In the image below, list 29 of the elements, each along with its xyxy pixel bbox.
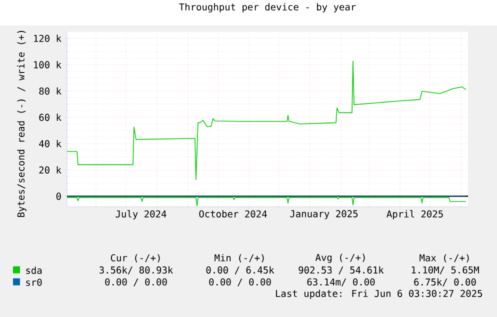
legend-label: sda — [26, 266, 42, 274]
y-tick-label: 120 k — [34, 34, 62, 42]
text: 3.56k/ 80.93k — [99, 266, 174, 274]
text: Min (-/+) — [214, 254, 264, 262]
y-tick-label: 40 k — [39, 140, 62, 148]
text: Cur (-/+) — [110, 254, 160, 262]
y-tick-label: 100 k — [34, 60, 62, 68]
text: 6.75k/ 0.00 — [414, 278, 476, 286]
text: 902.53 / 54.61k — [298, 266, 384, 274]
chart-title: Throughput per device - by year — [179, 3, 356, 12]
text: Last update: Fri Jun 6 03:30:27 2025 — [276, 290, 482, 299]
x-tick-label: January 2025 — [290, 210, 358, 220]
y-tick-label: 60 k — [39, 113, 62, 121]
x-tick-label: July 2024 — [116, 210, 166, 220]
text: 63.14m/ 0.00 — [307, 278, 375, 286]
x-tick-label: October 2024 — [199, 210, 267, 218]
text: 1.10M/ 5.65M — [412, 266, 479, 274]
text: Avg (-/+) — [315, 254, 365, 263]
text: Max (-/+) — [420, 254, 469, 262]
legend-label: sr0 — [26, 278, 42, 286]
text: 0.00 / 0.00 — [209, 278, 271, 286]
y-tick-label: 20 k — [39, 166, 62, 174]
line-series — [67, 60, 466, 180]
y-tick-label: 80 k — [39, 87, 62, 95]
x-tick-label: April 2025 — [386, 210, 443, 220]
text: 0.00 / 6.45k — [206, 266, 274, 274]
y-tick-label: 0 — [56, 192, 61, 200]
text: 0.00 / 0.00 — [105, 278, 167, 286]
y-axis-title: Bytes/second read (-) / write (+) — [17, 30, 26, 217]
